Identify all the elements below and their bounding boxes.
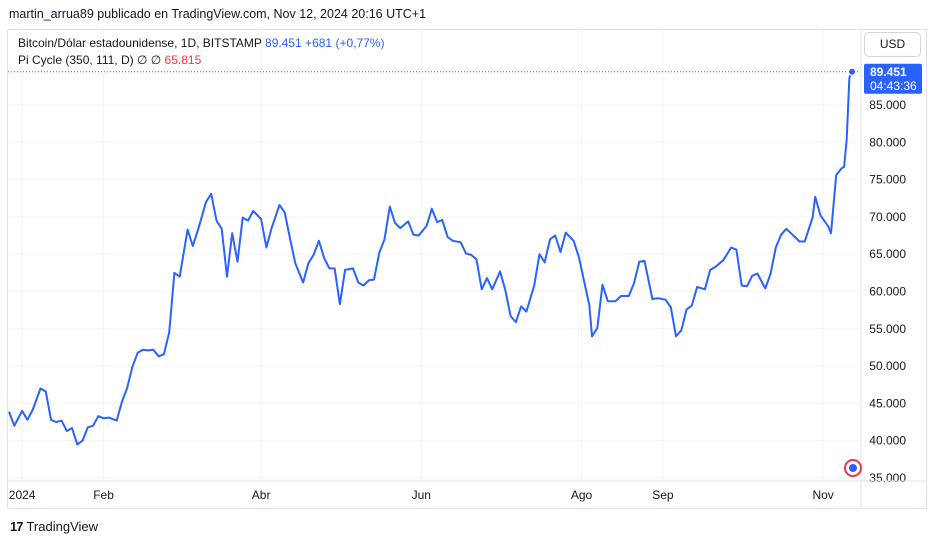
- indicator-value: 65.815: [164, 53, 202, 67]
- legend-symbol-row[interactable]: Bitcoin/Dólar estadounidense, 1D, BITSTA…: [18, 36, 384, 50]
- currency-button[interactable]: USD: [864, 32, 921, 57]
- series-layer: [8, 67, 860, 446]
- brand-name: TradingView: [26, 519, 99, 534]
- chart-frame: [7, 29, 927, 509]
- footer: 17 TradingView: [10, 519, 98, 534]
- x-tick-label: Nov: [812, 488, 833, 502]
- y-tick-label: 80.000: [869, 135, 906, 149]
- x-axis: 2024 Feb Abr Jun Ago Sep Nov: [8, 480, 927, 502]
- y-tick-label: 40.000: [869, 434, 906, 448]
- indicator-name: Pi Cycle (350, 111, D): [18, 53, 134, 67]
- y-axis: 35.000 40.000 45.000 50.000 55.000 60.000 65.0…: [860, 30, 906, 509]
- x-tick-label: Ago: [571, 488, 593, 502]
- y-tick-label: 55.000: [869, 322, 906, 336]
- price-line: [8, 71, 853, 446]
- x-tick-label: Jun: [412, 488, 431, 502]
- grid: [8, 30, 860, 480]
- y-tick-label: 45.000: [869, 396, 906, 410]
- last-price-marker: [848, 67, 856, 76]
- symbol-change: +681 (+0,77%): [305, 36, 385, 50]
- y-tick-label: 85.000: [869, 98, 906, 112]
- price-badge-countdown: 04:43:36: [870, 79, 917, 93]
- y-tick-label: 60.000: [869, 285, 906, 299]
- price-badge-value: 89.451: [870, 65, 907, 79]
- x-tick-label: Sep: [652, 488, 674, 502]
- y-tick-label: 65.000: [869, 247, 906, 261]
- legend-indicator-row[interactable]: Pi Cycle (350, 111, D) ∅ ∅ 65.815: [18, 53, 201, 67]
- price-badge: [864, 63, 922, 94]
- tradingview-logo-icon: 17: [10, 519, 24, 534]
- publisher-line: martin_arrua89 publicado en TradingView.…: [9, 7, 427, 21]
- x-tick-label: 2024: [9, 488, 36, 502]
- y-tick-label: 70.000: [869, 210, 906, 224]
- x-tick-label: Abr: [252, 488, 271, 502]
- symbol-name: Bitcoin/Dólar estadounidense, 1D, BITSTA…: [18, 36, 262, 50]
- y-tick-label: 75.000: [869, 173, 906, 187]
- indicator-flags: ∅ ∅: [136, 53, 162, 67]
- y-tick-label: 50.000: [869, 359, 906, 373]
- event-flag-icon[interactable]: [844, 459, 862, 477]
- symbol-price: 89.451: [265, 36, 302, 50]
- x-tick-label: Feb: [93, 488, 114, 502]
- y-tick-label: 35.000: [869, 471, 906, 485]
